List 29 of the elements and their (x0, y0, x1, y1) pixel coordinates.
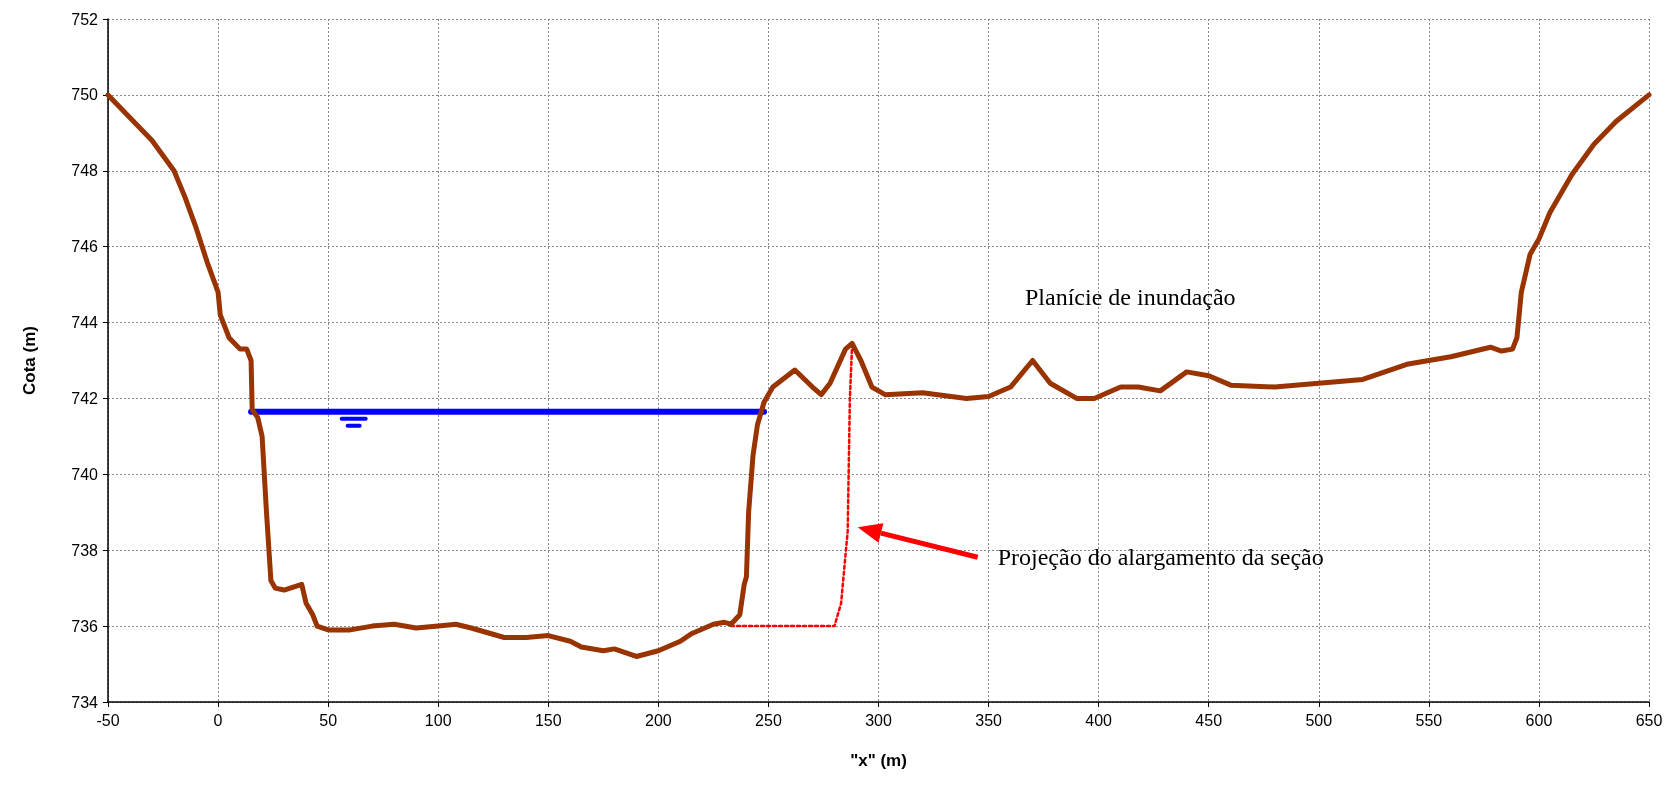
x-axis-title: "x" (m) (850, 751, 907, 770)
x-tick-label: 50 (319, 711, 338, 729)
y-tick-label: 736 (71, 617, 99, 635)
x-tick-label: 100 (424, 711, 452, 729)
x-tick-label: 300 (865, 711, 892, 729)
x-tick-label: 450 (1195, 711, 1223, 729)
y-tick-label: 738 (71, 541, 99, 559)
y-tick-label: 734 (71, 693, 99, 711)
y-tick-label: 752 (71, 10, 99, 28)
x-tick-label: 650 (1635, 711, 1663, 729)
y-tick-label: 748 (71, 162, 99, 180)
x-tick-label: 150 (534, 711, 562, 729)
y-tick-label: 742 (71, 389, 99, 407)
x-tick-label: 250 (755, 711, 782, 729)
x-tick-label: 350 (975, 711, 1003, 729)
y-tick-label: 746 (71, 238, 99, 256)
x-tick-label: 400 (1085, 711, 1113, 729)
y-axis-title: Cota (m) (20, 326, 39, 395)
x-tick-label: 600 (1525, 711, 1553, 729)
x-tick-label: 200 (645, 711, 672, 729)
x-tick-label: -50 (96, 711, 120, 729)
y-tick-label: 744 (71, 314, 99, 332)
y-tick-label: 750 (71, 86, 99, 104)
y-tick-label: 740 (71, 465, 99, 483)
annotation: Planície de inundação (1025, 284, 1236, 310)
x-tick-label: 500 (1305, 711, 1333, 729)
annotation: Projeção do alargamento da seção (997, 544, 1324, 571)
x-tick-label: 0 (213, 711, 223, 729)
x-tick-label: 550 (1415, 711, 1443, 729)
